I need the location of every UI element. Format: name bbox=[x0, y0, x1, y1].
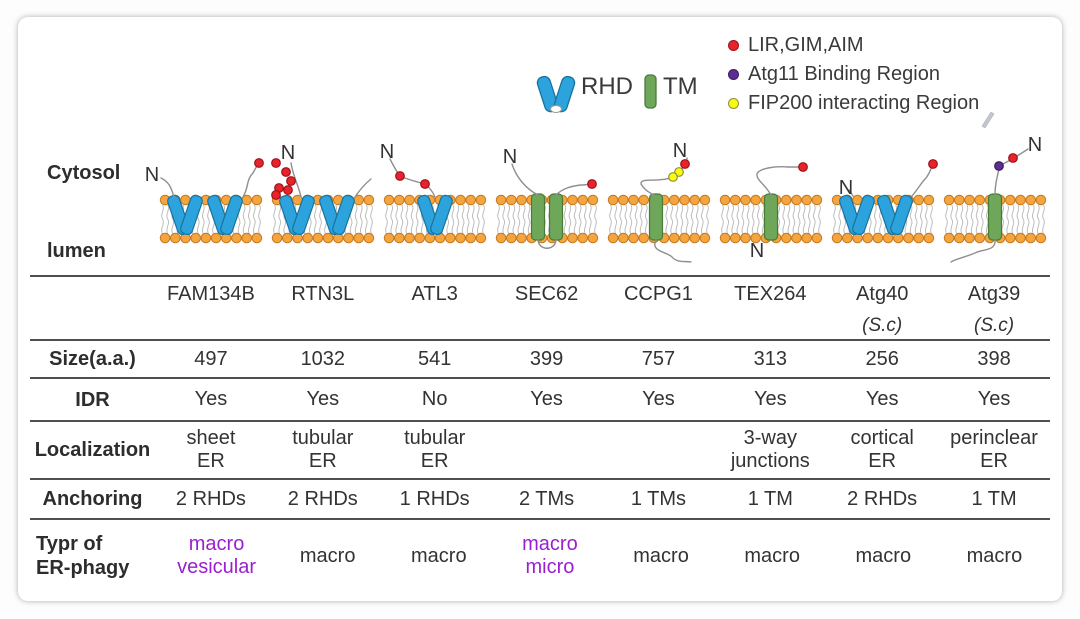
row-label-anchoring: Anchoring bbox=[42, 488, 143, 510]
cell-localization-ATL3: tubular ER bbox=[404, 427, 466, 472]
cell-localization-RTN3L: tubular ER bbox=[292, 427, 354, 472]
cell-localization-CCPG1 bbox=[603, 422, 715, 478]
cell-erphagy-TEX264: macro bbox=[744, 544, 800, 567]
cell-erphagy-SEC62: macro micro bbox=[522, 533, 578, 578]
protein-name: Atg40 bbox=[856, 283, 909, 305]
cell-anchoring-ATL3: 1 RHDs bbox=[399, 487, 470, 510]
cell-erphagy-Atg39: macro bbox=[966, 544, 1023, 567]
protein-name: TEX264 bbox=[734, 283, 807, 305]
protein-name: FAM134B bbox=[167, 283, 255, 305]
cell-size-SEC62: 399 bbox=[529, 347, 564, 370]
motif-legend-text: LIR,GIM,AIM bbox=[748, 34, 864, 56]
protein-name-cell: Atg39 (S.c) bbox=[938, 277, 1050, 339]
lir-gim-aim-dot-icon bbox=[728, 39, 739, 51]
protein-name: SEC62 bbox=[514, 283, 579, 305]
tm-legend-label: TM bbox=[663, 73, 698, 100]
protein-name: Atg39 bbox=[967, 283, 1021, 305]
protein-name-cell: SEC62 bbox=[491, 277, 603, 339]
cell-idr-CCPG1: Yes bbox=[642, 388, 675, 410]
cell-anchoring-FAM134B: 2 RHDs bbox=[175, 487, 246, 510]
table-row-size: Size(a.a.) 497 1032 541 399 757 313 256 398 bbox=[30, 339, 1050, 377]
table-row-anchoring: Anchoring 2 RHDs 2 RHDs 1 RHDs 2 TMs 1 TMs 1 T… bbox=[30, 478, 1050, 518]
cell-idr-ATL3: No bbox=[421, 388, 448, 410]
motif-legend-item: LIR,GIM,AIM bbox=[728, 33, 979, 57]
row-label-localization: Localization bbox=[34, 439, 151, 461]
names-row-label-spacer bbox=[30, 277, 155, 339]
protein-species: (S.c) bbox=[862, 315, 903, 336]
cell-anchoring-TEX264: 1 TM bbox=[747, 487, 793, 510]
table-row-names: FAM134B RTN3L ATL3 SEC62 CCPG1 TEX264 Atg40 (S.… bbox=[30, 275, 1050, 339]
cytosol-label: Cytosol bbox=[47, 162, 121, 184]
table-row-idr: IDR Yes Yes No Yes Yes Yes Yes Yes bbox=[30, 377, 1050, 420]
cell-idr-Atg40: Yes bbox=[865, 388, 899, 410]
cell-localization-Atg39: perinclear ER bbox=[950, 427, 1038, 472]
cell-erphagy-RTN3L: macro bbox=[299, 544, 356, 567]
protein-name-cell: RTN3L bbox=[267, 277, 379, 339]
protein-name-cell: Atg40 (S.c) bbox=[826, 277, 938, 339]
protein-name: RTN3L bbox=[291, 283, 355, 305]
cell-size-RTN3L: 1032 bbox=[300, 347, 346, 370]
cell-erphagy-ATL3: macro bbox=[411, 544, 467, 567]
rhd-legend-label: RHD bbox=[581, 73, 633, 100]
cell-erphagy-Atg40: macro bbox=[855, 544, 912, 567]
fip200-dot-icon bbox=[728, 97, 739, 109]
motif-legend-item: FIP200 interacting Region bbox=[728, 91, 979, 115]
cell-idr-TEX264: Yes bbox=[753, 388, 787, 410]
cell-idr-Atg39: Yes bbox=[977, 388, 1011, 410]
motif-legend-text: Atg11 Binding Region bbox=[748, 63, 940, 85]
cell-localization-Atg40: cortical ER bbox=[850, 427, 914, 472]
cell-anchoring-RTN3L: 2 RHDs bbox=[287, 487, 358, 510]
table-row-localization: Localization sheet ER tubular ER tubular ER… bbox=[30, 420, 1050, 478]
protein-name: CCPG1 bbox=[623, 283, 693, 305]
cell-idr-SEC62: Yes bbox=[530, 388, 563, 410]
cell-idr-FAM134B: Yes bbox=[194, 388, 228, 410]
protein-species: (S.c) bbox=[974, 315, 1015, 336]
row-label-size: Size(a.a.) bbox=[49, 348, 136, 370]
cell-size-ATL3: 541 bbox=[418, 347, 452, 370]
cell-size-CCPG1: 757 bbox=[641, 347, 676, 370]
protein-name-cell: ATL3 bbox=[379, 277, 491, 339]
receptor-table: FAM134B RTN3L ATL3 SEC62 CCPG1 TEX264 Atg40 (S.… bbox=[30, 275, 1050, 592]
motif-legend: LIR,GIM,AIM Atg11 Binding Region FIP200 in… bbox=[728, 33, 979, 115]
lumen-label: lumen bbox=[47, 240, 106, 262]
cell-anchoring-CCPG1: 1 TMs bbox=[630, 487, 687, 510]
figure-card bbox=[18, 17, 1062, 601]
protein-name-cell: CCPG1 bbox=[603, 277, 715, 339]
cell-size-Atg40: 256 bbox=[865, 347, 899, 370]
cell-localization-FAM134B: sheet ER bbox=[186, 427, 236, 472]
cell-anchoring-Atg39: 1 TM bbox=[971, 487, 1017, 510]
cell-size-TEX264: 313 bbox=[753, 347, 787, 370]
atg11-dot-icon bbox=[728, 68, 739, 80]
row-label-erphagy: Typr of ER-phagy bbox=[36, 533, 130, 579]
protein-name-cell: FAM134B bbox=[155, 277, 267, 339]
cell-localization-TEX264: 3-way junctions bbox=[730, 427, 810, 472]
motif-legend-item: Atg11 Binding Region bbox=[728, 62, 979, 86]
cell-idr-RTN3L: Yes bbox=[306, 388, 340, 410]
cell-anchoring-Atg40: 2 RHDs bbox=[847, 487, 918, 510]
cell-localization-SEC62 bbox=[491, 422, 603, 478]
motif-legend-text: FIP200 interacting Region bbox=[748, 92, 980, 114]
cell-size-Atg39: 398 bbox=[977, 347, 1011, 370]
protein-name: ATL3 bbox=[411, 283, 458, 305]
cell-erphagy-CCPG1: macro bbox=[633, 544, 689, 567]
protein-name-cell: TEX264 bbox=[714, 277, 826, 339]
cell-size-FAM134B: 497 bbox=[194, 347, 228, 370]
cell-anchoring-SEC62: 2 TMs bbox=[518, 487, 575, 510]
row-label-idr: IDR bbox=[75, 388, 110, 411]
cell-erphagy-FAM134B: macro vesicular bbox=[177, 533, 257, 578]
table-row-erphagy: Typr of ER-phagy macro vesicular macro macr… bbox=[30, 518, 1050, 592]
